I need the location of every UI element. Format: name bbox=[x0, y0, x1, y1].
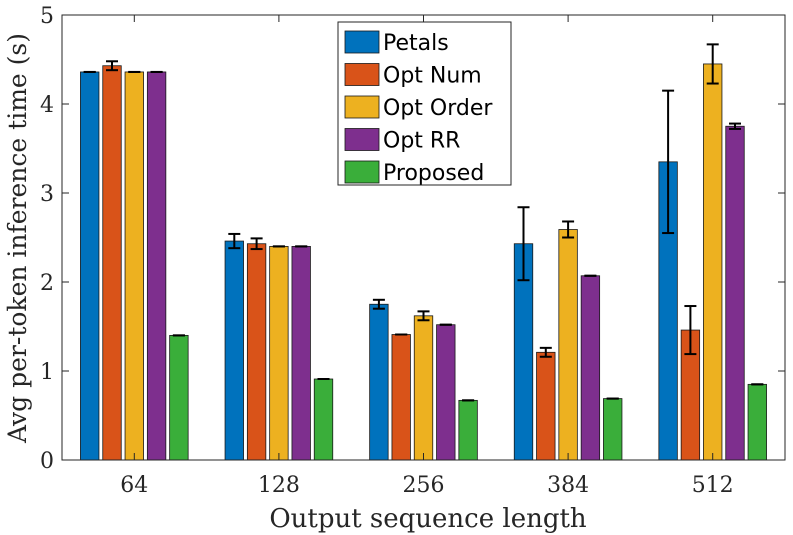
legend-swatch bbox=[344, 128, 380, 151]
bar bbox=[80, 71, 100, 461]
bar bbox=[436, 324, 456, 461]
bar bbox=[580, 275, 601, 461]
legend-label: Proposed bbox=[383, 161, 484, 186]
x-axis-label: Output sequence length bbox=[269, 504, 587, 534]
error-bars-layer bbox=[83, 43, 764, 402]
bar bbox=[725, 125, 745, 461]
bars-layer bbox=[80, 63, 767, 461]
bar bbox=[603, 398, 623, 461]
legend-label: Petals bbox=[383, 31, 449, 56]
bar bbox=[146, 71, 167, 461]
bar bbox=[369, 303, 389, 461]
bar bbox=[391, 334, 411, 461]
x-tick-label: 256 bbox=[403, 473, 445, 498]
bar bbox=[413, 315, 434, 461]
bar bbox=[536, 351, 556, 461]
legend-swatch bbox=[344, 30, 380, 54]
y-tick-label: 1 bbox=[40, 360, 54, 385]
axes-layer: 0 1 2 3 4 5 64 128 256 384 512 bbox=[40, 4, 786, 498]
y-axis-label: Avg per-token inference time (s) bbox=[3, 33, 32, 444]
bar bbox=[703, 63, 723, 461]
bar bbox=[246, 243, 267, 461]
legend-swatch bbox=[344, 160, 380, 184]
legend: Petals Opt Num Opt Order Opt RR Proposed bbox=[337, 21, 512, 186]
legend-label: Opt Order bbox=[383, 96, 493, 121]
x-tick-label: 384 bbox=[547, 473, 589, 498]
x-tick-label: 128 bbox=[258, 473, 300, 498]
bar bbox=[102, 65, 122, 461]
bar bbox=[291, 245, 311, 461]
bar bbox=[458, 399, 478, 461]
legend-label: Opt RR bbox=[383, 129, 460, 154]
y-tick-label: 5 bbox=[40, 4, 54, 29]
legend-label: Opt Num bbox=[383, 64, 482, 89]
bar bbox=[313, 378, 334, 461]
x-tick-label: 64 bbox=[120, 473, 148, 498]
y-tick-label: 4 bbox=[40, 93, 54, 118]
bar bbox=[747, 383, 767, 461]
y-tick-label: 2 bbox=[40, 271, 54, 296]
x-tick-label: 512 bbox=[692, 473, 734, 498]
y-tick-label: 3 bbox=[40, 182, 54, 207]
bar bbox=[269, 245, 289, 461]
bar bbox=[169, 334, 189, 461]
legend-swatch bbox=[344, 63, 380, 86]
bar bbox=[558, 229, 578, 461]
legend-swatch bbox=[344, 95, 380, 119]
y-tick-label: 0 bbox=[40, 449, 54, 474]
bar bbox=[224, 240, 244, 461]
bar bbox=[124, 71, 144, 461]
